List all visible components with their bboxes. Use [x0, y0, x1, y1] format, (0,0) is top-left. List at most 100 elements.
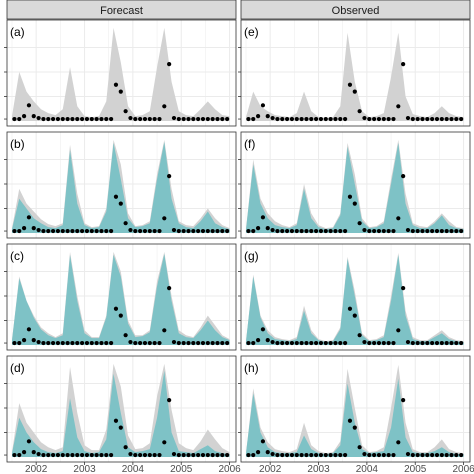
- data-point: [41, 340, 46, 346]
- data-point: [454, 228, 459, 234]
- data-point: [186, 452, 191, 458]
- panel-label: (g): [244, 249, 259, 263]
- data-point: [338, 228, 343, 234]
- data-point: [157, 228, 162, 234]
- data-point: [200, 228, 206, 234]
- data-point: [94, 340, 99, 346]
- data-point: [260, 215, 266, 220]
- panel-border: [240, 19, 471, 127]
- data-point: [367, 452, 372, 458]
- data-point: [352, 425, 357, 430]
- data-point: [338, 340, 343, 346]
- data-point: [362, 451, 367, 457]
- data-point: [142, 116, 148, 122]
- data-point: [425, 228, 430, 234]
- data-point: [171, 227, 177, 233]
- data-point: [133, 340, 138, 346]
- data-point: [372, 228, 377, 234]
- data-point: [289, 116, 295, 122]
- data-point: [323, 340, 328, 346]
- data-point: [410, 228, 415, 234]
- data-point: [41, 452, 46, 458]
- data-point: [289, 452, 295, 458]
- data-point: [142, 452, 148, 458]
- data-point: [186, 228, 191, 234]
- data-point: [372, 116, 377, 122]
- data-point: [420, 340, 425, 346]
- data-point: [31, 114, 36, 119]
- data-point: [215, 116, 220, 122]
- data-point: [376, 452, 382, 458]
- data-point: [304, 340, 309, 346]
- data-point: [104, 228, 109, 234]
- data-point: [299, 452, 304, 458]
- data-point: [21, 450, 27, 455]
- data-point: [367, 228, 372, 234]
- data-point: [415, 116, 420, 122]
- data-point: [220, 340, 225, 346]
- data-point: [12, 452, 17, 458]
- data-point: [391, 452, 396, 458]
- data-point: [280, 116, 285, 122]
- data-point: [162, 440, 167, 445]
- data-point: [333, 116, 338, 122]
- data-point: [410, 340, 415, 346]
- data-point: [118, 313, 123, 318]
- data-point: [405, 115, 411, 121]
- strip-label: Observed: [332, 5, 380, 17]
- panel-border: [6, 355, 237, 463]
- data-point: [123, 221, 128, 226]
- data-point: [196, 452, 201, 458]
- data-point: [41, 116, 46, 122]
- data-point: [415, 340, 420, 346]
- data-point: [128, 227, 133, 233]
- data-point: [133, 228, 138, 234]
- data-point: [343, 452, 348, 458]
- data-point: [415, 452, 420, 458]
- data-point: [12, 116, 17, 122]
- data-point: [304, 116, 309, 122]
- x-tick-label: 2005: [404, 464, 427, 474]
- strip-background: [6, 0, 237, 20]
- data-point: [323, 452, 328, 458]
- data-point: [118, 201, 123, 206]
- data-point: [84, 452, 90, 458]
- data-point: [314, 340, 319, 346]
- data-point: [318, 116, 324, 122]
- data-point: [444, 116, 449, 122]
- data-point: [430, 452, 435, 458]
- data-point: [275, 340, 280, 346]
- data-point: [215, 452, 220, 458]
- panel-a: (a): [4, 19, 237, 127]
- data-point: [280, 228, 285, 234]
- data-point: [405, 227, 411, 233]
- data-point: [167, 62, 172, 67]
- data-point: [396, 104, 401, 109]
- data-point: [255, 338, 261, 343]
- data-point: [210, 116, 215, 122]
- data-point: [104, 340, 109, 346]
- data-point: [55, 116, 61, 122]
- data-point: [434, 452, 440, 458]
- data-point: [84, 340, 90, 346]
- data-point: [386, 116, 391, 122]
- band-grey: [12, 27, 230, 121]
- data-point: [70, 228, 75, 234]
- data-point: [171, 451, 177, 457]
- data-point: [386, 452, 391, 458]
- data-point: [176, 116, 181, 122]
- data-point: [65, 228, 70, 234]
- data-point: [454, 116, 459, 122]
- data-point: [454, 452, 459, 458]
- band-grey: [246, 364, 464, 457]
- data-point: [449, 340, 454, 346]
- data-point: [444, 452, 449, 458]
- data-point: [347, 306, 353, 311]
- data-point: [401, 286, 406, 291]
- data-point: [17, 228, 22, 234]
- data-point: [181, 228, 186, 234]
- data-point: [434, 340, 440, 346]
- data-point: [200, 340, 206, 346]
- data-point: [210, 340, 215, 346]
- data-point: [167, 174, 172, 179]
